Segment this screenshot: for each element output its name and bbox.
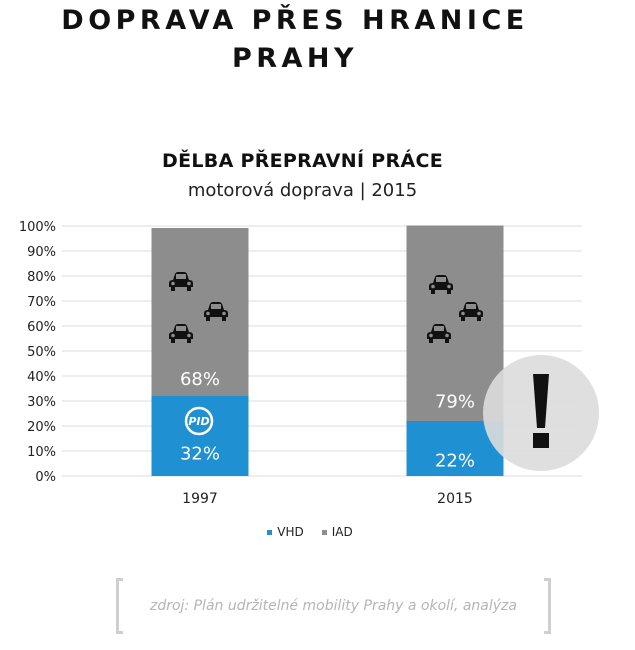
source-bracket-left [116,578,123,634]
car-light [171,281,175,286]
x-tick-label: 1997 [182,491,218,507]
pid-logo-mark: PID [188,415,209,428]
y-tick-label: 80% [27,270,56,285]
car-wheel [477,317,481,321]
car-window [434,326,444,331]
car-light [477,311,481,316]
car-wheel [222,317,226,321]
car-body [427,324,451,339]
y-tick-label: 60% [27,320,56,335]
y-tick-label: 100% [19,220,56,235]
x-tick-label: 2015 [437,491,473,507]
y-tick-label: 40% [27,370,56,385]
car-light [431,284,435,289]
car-icon [429,275,453,294]
y-tick-label: 0% [35,470,56,485]
car-light [447,284,451,289]
data-label-vhd-2015: 22% [435,451,475,472]
legend-swatch-vhd [267,529,273,535]
pid-logo-ring [184,406,214,436]
alert-bar [533,374,549,428]
car-window [436,277,446,282]
car-body [169,324,193,339]
legend-label-vhd: VHD [277,525,304,539]
data-label-vhd-1997: 32% [180,444,220,465]
car-light [187,333,191,338]
source-bracket-right [544,578,551,634]
chart-subtitle: motorová doprava | 2015 [187,180,418,201]
main-title-line-2: PRAHY [231,43,359,74]
car-window [176,274,186,279]
legend-item-vhd: VHD [267,525,304,539]
y-tick-label: 10% [27,445,56,460]
main-title: DOPRAVA PŘES HRANICE PRAHY [0,2,590,78]
y-tick-label: 20% [27,420,56,435]
car-icon [204,302,228,321]
car-light [461,311,465,316]
car-body [459,302,483,317]
y-tick-label: 50% [27,345,56,360]
car-wheel [171,339,175,343]
car-body [169,272,193,287]
car-wheel [187,339,191,343]
car-wheel [171,287,175,291]
car-window [211,304,221,309]
y-tick-label: 90% [27,245,56,260]
car-icon [427,324,451,343]
bar-iad-2015 [406,225,504,421]
stacked-bar-chart: 0% 10% 20% 30% 40% 50% 60% 70% 80% 90% 100% 32% 68% 1… [19,220,599,507]
car-light [206,311,210,316]
legend: VHD IAD [0,525,620,539]
car-window [176,326,186,331]
car-icon [459,302,483,321]
exclamation-icon [483,355,599,471]
pid-logo-icon: PID [184,406,214,436]
bar-vhd-1997 [151,396,249,476]
alert-dot [533,433,549,448]
car-wheel [461,317,465,321]
car-wheel [445,339,449,343]
source-box: zdroj: Plán udržitelné mobility Prahy a … [116,578,551,634]
main-title-line-1: DOPRAVA PŘES HRANICE [61,5,529,36]
car-light [429,333,433,338]
car-light [171,333,175,338]
y-tick-label: 30% [27,395,56,410]
car-wheel [431,290,435,294]
chart-title: DĚLBA PŘEPRAVNÍ PRÁCE [162,150,443,172]
car-wheel [206,317,210,321]
car-body [204,302,228,317]
data-label-iad-1997: 68% [180,369,220,390]
y-tick-label: 70% [27,295,56,310]
source-text: zdroj: Plán udržitelné mobility Prahy a … [150,598,517,614]
car-wheel [429,339,433,343]
car-window [466,304,476,309]
car-wheel [187,287,191,291]
car-light [445,333,449,338]
legend-item-iad: IAD [321,525,353,539]
bar-iad-1997 [151,228,249,396]
car-icon [169,272,193,291]
legend-label-iad: IAD [331,525,353,539]
data-label-iad-2015: 79% [435,391,475,412]
car-icon [169,324,193,343]
car-wheel [447,290,451,294]
car-light [187,281,191,286]
car-light [222,311,226,316]
legend-swatch-iad [321,529,327,535]
car-body [429,275,453,290]
